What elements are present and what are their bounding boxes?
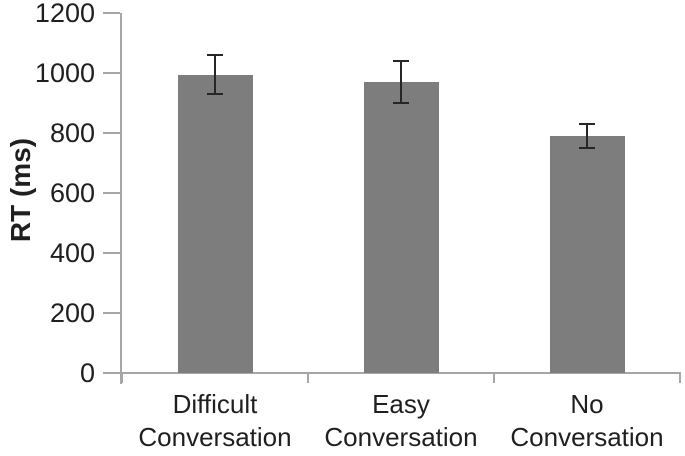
y-axis-tick [103, 192, 120, 194]
x-axis-label: Difficult Conversation [138, 389, 292, 452]
bar [177, 74, 253, 373]
x-axis-tick [307, 372, 309, 383]
y-axis-line [120, 13, 122, 384]
x-axis-tick [679, 372, 681, 383]
error-bar-line [214, 55, 216, 94]
x-axis-label: No Conversation [510, 389, 664, 452]
y-axis-tick [103, 252, 120, 254]
y-axis-tick-label: 400 [49, 238, 95, 268]
y-axis-tick [103, 312, 120, 314]
error-bar-cap-top [579, 123, 595, 125]
y-axis-tick [103, 132, 120, 134]
y-axis-tick [103, 12, 120, 14]
error-bar-cap-top [393, 60, 409, 62]
bar [549, 136, 625, 373]
x-axis-label: Easy Conversation [324, 389, 478, 452]
bar [363, 82, 439, 373]
y-axis-tick-label: 1000 [34, 58, 95, 88]
y-axis-tick-label: 1200 [34, 0, 95, 28]
error-bar-cap-bottom [393, 102, 409, 104]
error-bar-cap-top [207, 54, 223, 56]
x-axis-tick [493, 372, 495, 383]
error-bar-line [400, 61, 402, 103]
y-axis-tick-label: 0 [79, 358, 95, 388]
y-axis-tick-label: 800 [49, 118, 95, 148]
error-bar-line [586, 124, 588, 148]
y-axis-tick-label: 200 [49, 298, 95, 328]
x-axis-line [120, 372, 680, 374]
error-bar-cap-bottom [579, 147, 595, 149]
y-axis-tick-label: 600 [49, 178, 95, 208]
y-axis-tick [103, 372, 120, 374]
x-axis-tick [121, 372, 123, 383]
y-axis-tick [103, 72, 120, 74]
error-bar-cap-bottom [207, 93, 223, 95]
